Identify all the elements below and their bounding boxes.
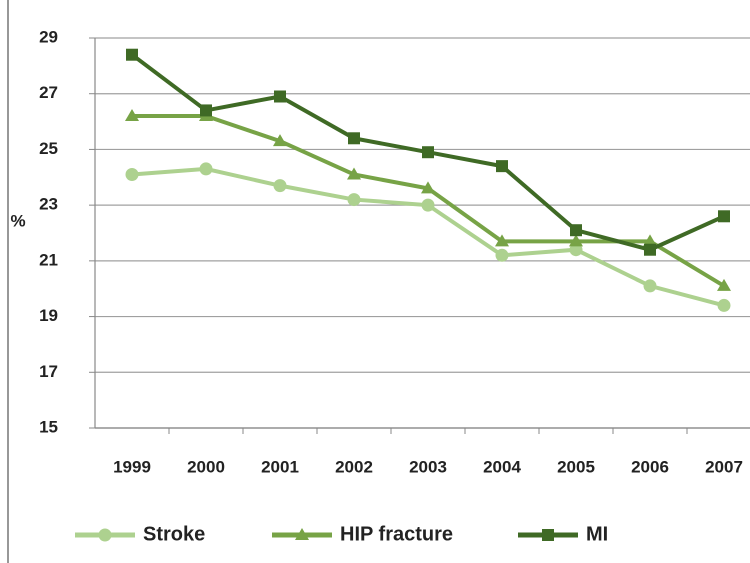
data-point xyxy=(125,109,139,121)
data-point xyxy=(126,48,138,61)
legend-marker xyxy=(98,528,112,542)
data-point xyxy=(200,104,212,117)
x-tick-label: 2006 xyxy=(631,457,669,476)
y-tick-label: 17 xyxy=(39,362,58,381)
x-tick-label: 2000 xyxy=(187,457,225,476)
x-tick-label: 2002 xyxy=(335,457,373,476)
data-point xyxy=(274,90,286,103)
x-tick-label: 2007 xyxy=(705,457,743,476)
legend-marker xyxy=(542,529,554,541)
legend-label: MI xyxy=(586,523,608,545)
data-point xyxy=(421,198,435,212)
legend-label: HIP fracture xyxy=(340,523,453,545)
data-point xyxy=(347,167,361,180)
data-point xyxy=(496,160,508,173)
data-point xyxy=(422,146,434,159)
data-point xyxy=(347,193,361,207)
data-point xyxy=(717,278,731,291)
y-tick-label: 21 xyxy=(39,250,58,269)
x-tick-label: 2004 xyxy=(483,457,521,476)
data-point xyxy=(718,210,730,223)
data-point xyxy=(199,162,213,176)
x-tick-label: 1999 xyxy=(113,457,151,476)
data-point xyxy=(273,134,287,147)
legend-marker xyxy=(295,528,309,540)
data-point xyxy=(569,234,583,247)
data-point xyxy=(717,298,731,312)
data-point xyxy=(348,132,360,145)
data-point xyxy=(644,243,656,256)
data-point xyxy=(273,179,287,193)
y-tick-label: 27 xyxy=(39,83,58,102)
y-tick-label: 15 xyxy=(39,417,58,436)
data-point xyxy=(643,279,657,293)
data-point xyxy=(569,243,583,257)
data-point xyxy=(125,168,139,181)
x-tick-label: 2001 xyxy=(261,457,299,476)
data-point xyxy=(570,224,582,237)
legend-label: Stroke xyxy=(143,523,205,545)
y-tick-label: 25 xyxy=(39,139,58,158)
data-point xyxy=(495,234,509,247)
y-axis-label: % xyxy=(10,211,25,230)
y-tick-label: 29 xyxy=(39,27,58,46)
data-point xyxy=(643,234,657,247)
data-point xyxy=(495,248,509,262)
x-tick-label: 2005 xyxy=(557,457,595,476)
y-tick-label: 23 xyxy=(39,195,58,214)
x-tick-label: 2003 xyxy=(409,457,447,476)
y-tick-label: 19 xyxy=(39,306,58,325)
data-point xyxy=(421,181,435,194)
